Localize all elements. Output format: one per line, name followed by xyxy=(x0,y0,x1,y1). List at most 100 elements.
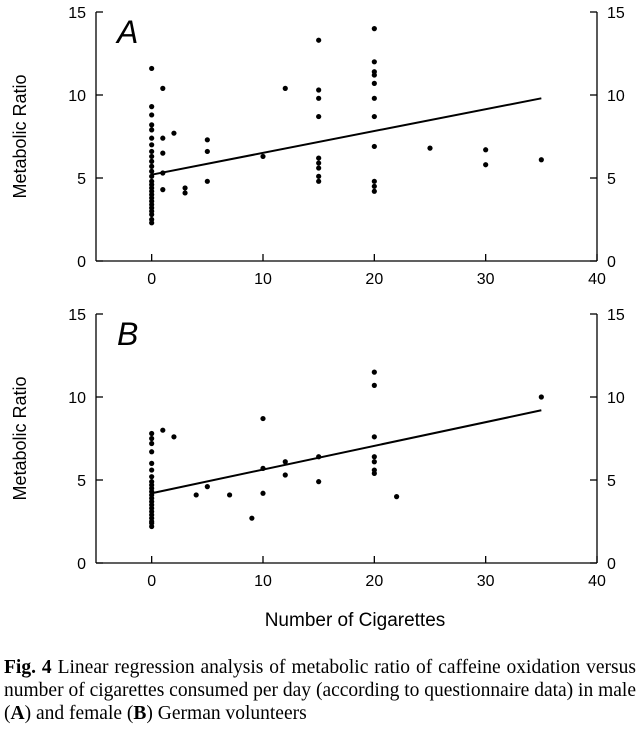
data-point xyxy=(149,163,155,169)
x-tick-label: 30 xyxy=(477,271,495,288)
caption-end: ) German volunteers xyxy=(146,703,307,724)
data-point xyxy=(316,479,322,485)
x-tick-label: 30 xyxy=(477,573,495,590)
caption-b: B xyxy=(133,703,147,724)
data-point xyxy=(149,122,155,128)
data-point xyxy=(149,211,155,218)
x-tick-label: 20 xyxy=(365,271,383,288)
y-tick-label-left: 10 xyxy=(68,88,86,105)
y-tick-label-right: 10 xyxy=(607,390,625,407)
data-point xyxy=(371,369,377,375)
data-point xyxy=(171,130,177,136)
data-point xyxy=(316,113,322,120)
regression-line xyxy=(151,97,542,176)
y-tick-label-left: 10 xyxy=(68,390,86,407)
data-point xyxy=(316,173,322,179)
data-point xyxy=(483,162,489,168)
data-point xyxy=(149,173,155,179)
y-axis-label: Metabolic Ratio xyxy=(10,376,30,500)
data-point xyxy=(204,484,210,490)
data-point xyxy=(316,165,322,171)
y-tick-label-left: 5 xyxy=(77,171,86,188)
data-point xyxy=(149,142,155,148)
y-tick-label-right: 5 xyxy=(607,473,616,490)
data-point xyxy=(149,435,155,442)
caption-mid: ) and female ( xyxy=(24,703,134,724)
data-point xyxy=(149,148,155,155)
x-tick-label: 10 xyxy=(254,271,272,288)
data-point xyxy=(149,168,155,174)
data-point xyxy=(149,153,155,160)
data-point xyxy=(427,145,433,151)
y-tick-label-right: 0 xyxy=(607,254,616,271)
data-point xyxy=(260,415,266,422)
x-axis-label: Number of Cigarettes xyxy=(265,610,446,631)
data-point xyxy=(160,427,166,433)
data-point xyxy=(316,37,322,43)
data-point xyxy=(371,59,377,65)
data-point xyxy=(371,72,377,78)
data-point xyxy=(260,465,266,471)
data-point xyxy=(316,155,322,161)
data-point xyxy=(371,434,377,440)
data-point xyxy=(149,220,155,226)
panel-label: B xyxy=(117,316,138,352)
data-point xyxy=(160,85,166,91)
data-point xyxy=(371,183,377,189)
data-point xyxy=(182,185,188,191)
data-point xyxy=(260,153,266,160)
caption-label: Fig. 4 xyxy=(4,657,52,678)
data-point xyxy=(149,127,155,133)
data-point xyxy=(371,26,377,32)
data-point xyxy=(149,158,155,164)
data-point xyxy=(371,454,377,460)
x-tick-label: 40 xyxy=(588,271,606,288)
x-tick-label: 0 xyxy=(147,573,156,590)
data-point xyxy=(371,178,377,184)
data-point xyxy=(171,434,177,440)
y-tick-label-left: 5 xyxy=(77,473,86,490)
data-point xyxy=(483,147,489,153)
data-point xyxy=(149,112,155,118)
data-point xyxy=(371,188,377,194)
data-point xyxy=(149,523,155,530)
data-point xyxy=(260,490,266,496)
y-tick-label-right: 15 xyxy=(607,307,625,324)
y-tick-label-right: 15 xyxy=(607,5,625,22)
data-point xyxy=(160,135,166,141)
caption-a: A xyxy=(10,703,25,724)
data-point xyxy=(282,472,288,478)
data-point xyxy=(160,170,166,176)
data-point xyxy=(394,494,400,500)
panel-a: 0 0 5 5 10 10 15 15 0 10 20 30 40 Metabolic Ratio A xyxy=(10,5,625,288)
y-tick-label-left: 0 xyxy=(77,254,86,271)
data-point xyxy=(204,137,210,143)
data-point xyxy=(149,104,155,110)
y-tick-label-right: 10 xyxy=(607,88,625,105)
regression-line xyxy=(151,409,542,495)
data-point xyxy=(204,148,210,155)
data-point xyxy=(160,187,166,193)
data-point xyxy=(149,65,155,72)
data-point xyxy=(371,382,377,388)
y-axis-label: Metabolic Ratio xyxy=(10,74,30,198)
data-point xyxy=(316,95,322,101)
data-point xyxy=(149,460,155,466)
data-point xyxy=(316,87,322,93)
y-tick-label-left: 15 xyxy=(68,307,86,324)
data-point xyxy=(149,440,155,447)
panel-b: 0 0 5 5 10 10 15 15 0 10 20 30 40 Metabolic Ratio B xyxy=(10,307,625,590)
figure-caption: Fig. 4 Linear regression analysis of met… xyxy=(4,656,636,725)
data-point xyxy=(193,492,199,498)
data-point xyxy=(149,474,155,480)
data-point xyxy=(282,85,288,91)
panel-label: A xyxy=(115,14,138,50)
data-point xyxy=(371,113,377,120)
data-point xyxy=(371,80,377,86)
data-point xyxy=(149,135,155,141)
y-tick-label-left: 15 xyxy=(68,5,86,22)
data-point xyxy=(538,157,544,163)
data-point xyxy=(149,449,155,455)
